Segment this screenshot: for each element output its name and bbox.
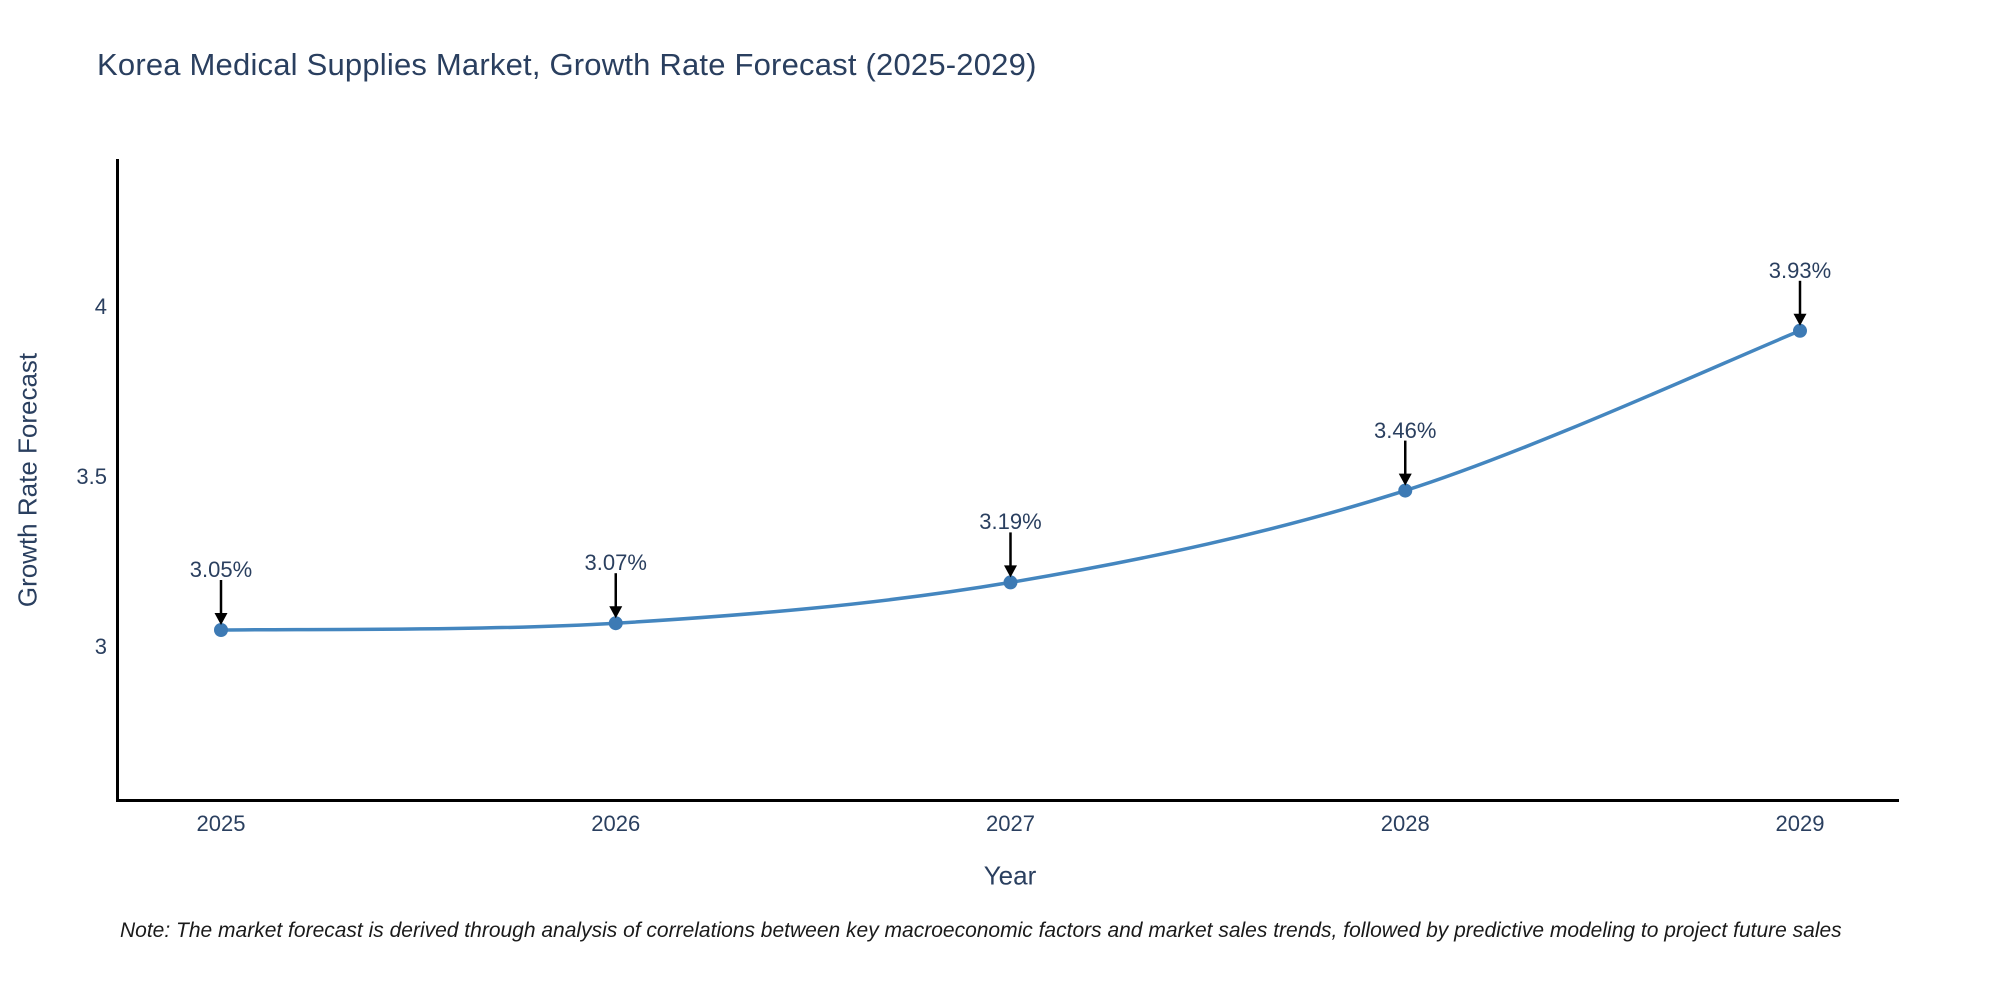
x-tick-label: 2028 xyxy=(1380,811,1430,836)
x-tick-label: 2027 xyxy=(986,811,1035,836)
data-point-marker[interactable] xyxy=(1793,323,1807,338)
data-label: 3.07% xyxy=(584,550,647,576)
annotation-arrowhead-icon xyxy=(1398,473,1412,486)
data-point-marker[interactable] xyxy=(214,623,228,637)
annotation-arrowhead-icon xyxy=(1793,313,1807,326)
chart-title: Korea Medical Supplies Market, Growth Ra… xyxy=(97,47,1037,82)
data-label: 3.19% xyxy=(979,509,1042,535)
annotation-arrowhead-icon xyxy=(214,613,228,625)
data-label: 3.93% xyxy=(1768,257,1832,283)
y-tick-label: 3 xyxy=(94,634,107,659)
y-tick-label: 3.5 xyxy=(76,464,107,489)
data-point-marker[interactable] xyxy=(1003,575,1018,590)
footnote: Note: The market forecast is derived thr… xyxy=(120,919,1842,942)
y-tick-label: 4 xyxy=(94,294,107,319)
y-axis-title: Growth Rate Forecast xyxy=(12,352,43,608)
annotation-arrowhead-icon xyxy=(1004,565,1017,578)
annotation-arrowhead-icon xyxy=(609,606,623,619)
data-label: 3.46% xyxy=(1374,417,1437,443)
data-point-marker[interactable] xyxy=(608,616,623,631)
x-tick-label: 2025 xyxy=(196,811,246,836)
x-tick-label: 2029 xyxy=(1775,811,1825,836)
data-label: 3.05% xyxy=(189,557,253,582)
x-axis-title: Year xyxy=(983,860,1037,891)
data-point-marker[interactable] xyxy=(1398,483,1413,498)
x-tick-label: 2026 xyxy=(591,811,641,836)
